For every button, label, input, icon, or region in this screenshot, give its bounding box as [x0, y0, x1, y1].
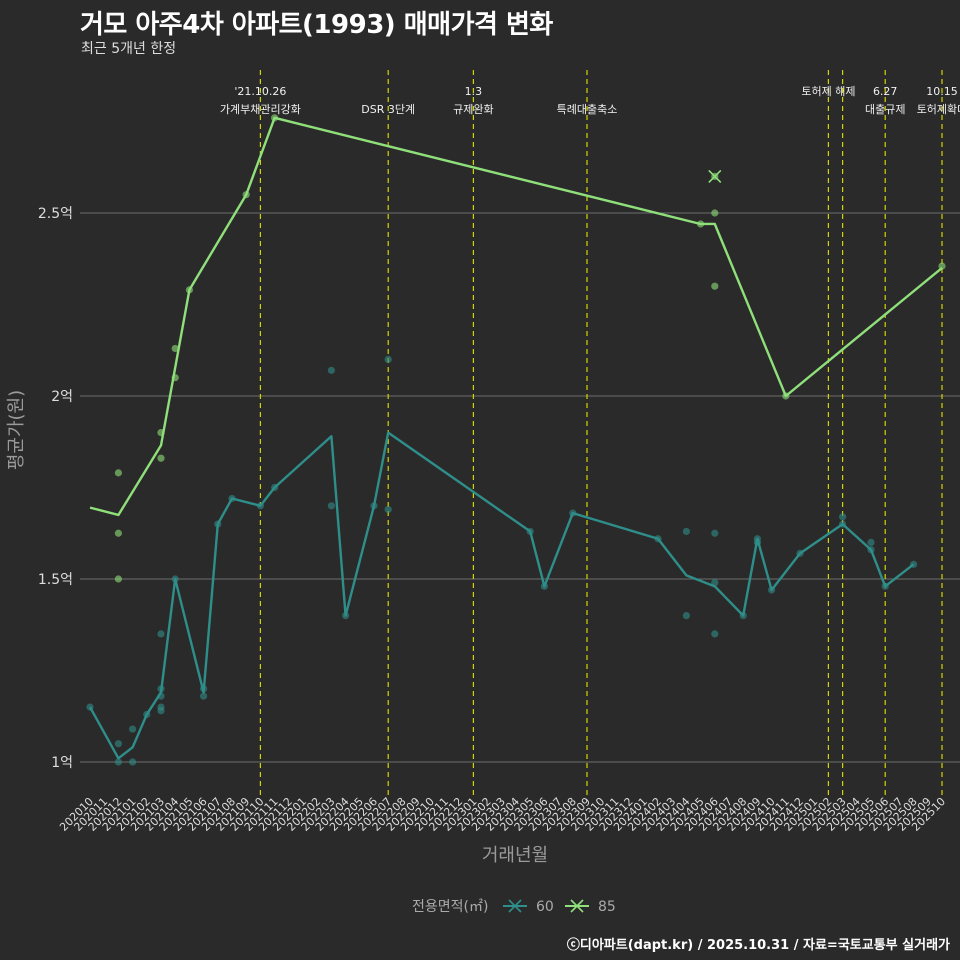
data-point-85: [157, 454, 165, 462]
data-point-60: [271, 483, 279, 492]
data-point-60: [129, 758, 137, 766]
x-axis-title: 거래년월: [482, 845, 548, 866]
data-point-60: [654, 535, 662, 543]
data-point-60: [526, 527, 534, 536]
data-point-60: [682, 612, 691, 620]
data-point-60: [796, 549, 804, 557]
data-point-60: [739, 612, 747, 620]
chart-title: 거모 아주4차 아파트(1993) 매매가격 변화: [80, 10, 553, 40]
data-point-85: [171, 374, 179, 382]
data-point-60: [86, 703, 94, 711]
data-point-85: [271, 114, 279, 122]
legend-key-marker-85: [570, 899, 584, 913]
event-label: 1.3: [465, 85, 483, 98]
data-point-60: [114, 758, 122, 766]
y-axis-title: 평균가(원): [6, 390, 27, 470]
data-point-60: [384, 355, 392, 363]
legend: 전용면적(㎡) 60 85: [412, 899, 616, 915]
data-point-85: [185, 286, 193, 294]
data-point-60: [839, 520, 847, 528]
data-point-60: [867, 546, 875, 554]
event-label: 6.27: [873, 85, 898, 98]
chart-subtitle: 최근 5개년 한정: [81, 41, 177, 57]
data-point-85: [711, 282, 719, 290]
data-point-60: [839, 513, 847, 521]
data-point-60: [540, 582, 549, 590]
data-point-60: [711, 630, 719, 638]
data-point-85: [157, 429, 165, 437]
data-point-60: [200, 685, 208, 693]
legend-title: 전용면적(㎡): [412, 899, 488, 915]
data-point-60: [569, 509, 577, 517]
data-point-85: [782, 392, 790, 400]
data-point-60: [171, 575, 179, 583]
event-label: 가계부채관리강화: [220, 103, 301, 116]
series-line-85: [89, 116, 943, 517]
data-point-60: [753, 538, 762, 547]
event-label: DSR 3단계: [361, 103, 415, 116]
legend-label-60: 60: [536, 899, 554, 915]
y-tick-label: 1.5억: [38, 572, 73, 588]
data-point-60: [910, 560, 918, 568]
event-label: 특례대출축소: [557, 103, 618, 116]
data-point-60: [114, 740, 122, 748]
legend-label-85: 85: [598, 899, 616, 915]
data-point-60: [129, 725, 137, 733]
event-label: 토허제 해제: [801, 84, 855, 98]
data-point-60: [342, 612, 350, 620]
data-point-60: [157, 707, 165, 715]
data-point-60: [682, 527, 691, 536]
series-line-60: [88, 431, 915, 760]
data-point-60: [370, 502, 378, 510]
event-label: 대출규제: [865, 103, 905, 116]
y-tick-label: 1억: [51, 755, 73, 771]
data-point-85: [242, 191, 250, 199]
max-price-marker: [708, 169, 722, 183]
data-point-60: [228, 494, 236, 503]
data-point-85: [171, 344, 179, 353]
event-label: 규제완화: [453, 103, 493, 116]
data-point-85: [114, 469, 122, 477]
y-tick-label: 2억: [51, 389, 73, 405]
y-tick-label: 2.5억: [38, 206, 73, 222]
data-point-60: [881, 582, 889, 590]
data-point-85: [938, 262, 946, 270]
event-label: '21.10.26: [234, 85, 286, 98]
data-point-60: [200, 692, 208, 700]
data-point-60: [256, 502, 264, 510]
data-point-85: [711, 209, 719, 217]
legend-key-marker-60: [508, 899, 522, 913]
event-label: 10.15: [926, 85, 958, 98]
data-point-60: [157, 630, 165, 638]
data-point-60: [327, 502, 335, 510]
data-point-60: [143, 710, 151, 719]
source-footer: ⓒ디아파트(dapt.kr) / 2025.10.31 / 자료=국토교통부 실…: [566, 938, 950, 953]
data-point-60: [867, 538, 875, 547]
event-label: 토허제확대: [917, 103, 960, 116]
data-point-60: [384, 505, 392, 514]
data-point-60: [768, 586, 776, 594]
data-point-60: [157, 685, 165, 693]
data-point-85: [114, 575, 122, 583]
data-point-60: [711, 529, 719, 537]
data-point-60: [327, 366, 335, 374]
data-point-60: [157, 692, 165, 700]
data-point-60: [711, 579, 719, 587]
data-point-60: [214, 520, 222, 528]
data-point-85: [697, 220, 705, 228]
data-point-85: [114, 529, 122, 537]
